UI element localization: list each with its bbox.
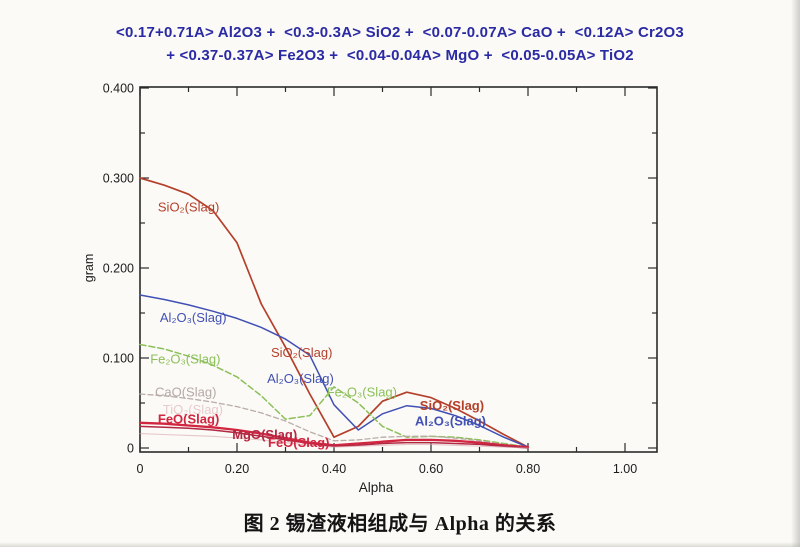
curve-cao-slag: [139, 393, 529, 448]
curve-label: Fe₂O₃(Slag): [150, 351, 220, 366]
axis-tick-labels: 0 0.20 0.40 0.60 0.80 1.00 0 0.100 0.200 0.300 0.4…: [103, 82, 637, 477]
axis-ticks: [139, 87, 657, 452]
curve-label: MgO(Slag): [232, 427, 297, 442]
x-axis-label: Alpha: [359, 480, 394, 495]
curve-label: SiO₂(Slag): [158, 199, 219, 214]
x-tick-label: 0.20: [225, 462, 249, 476]
curve-label: TiO₂(Slag): [163, 402, 223, 417]
curve-label: FeO(Slag): [158, 412, 219, 427]
chart-title-line-1: <0.17+0.71A> Al2O3 + <0.3-0.3A> SiO2 + <…: [116, 24, 684, 41]
curve-label: Al₂O₃(Slag): [415, 414, 486, 429]
x-tick-label: 0.40: [322, 462, 346, 476]
curve-label: Al₂O₃(Slag): [267, 371, 334, 386]
scan-edge-bottom: [0, 542, 800, 547]
curve-sio2-slag: [139, 177, 529, 448]
chart-title-line-2: + <0.37-0.37A> Fe2O3 + <0.04-0.04A> MgO …: [166, 47, 634, 64]
plot-frame-rect: [139, 86, 658, 453]
y-tick-label: 0.300: [103, 172, 134, 186]
curve-label: Fe₂O₃(Slag): [327, 385, 397, 400]
curve-label: CaO(Slag): [155, 385, 216, 400]
curve-label: Al₂O₃(Slag): [160, 310, 227, 325]
figure-caption: 图 2 锡渣液相组成与 Alpha 的关系: [243, 513, 557, 535]
plot-frame: [139, 86, 658, 453]
y-tick-label: 0.200: [103, 262, 134, 276]
curve-label: SiO₂(Slag): [420, 398, 484, 413]
curve-mgo-slag: [139, 425, 529, 449]
y-tick-label: 0.100: [103, 352, 134, 366]
scan-edge-right: [791, 0, 800, 547]
curve-al2o3-slag: [139, 294, 529, 448]
x-tick-label: 1.00: [613, 462, 637, 476]
curve-label: FeO(Slag): [268, 435, 329, 450]
chart-title: <0.17+0.71A> Al2O3 + <0.3-0.3A> SiO2 + <…: [0, 21, 800, 67]
x-tick-label: 0.60: [419, 462, 443, 476]
curve-labels: SiO₂(Slag)Al₂O₃(Slag)Fe₂O₃(Slag)CaO(Slag…: [150, 199, 486, 450]
curve-fe2o3-slag: [139, 343, 529, 448]
curve-tio2-slag: [139, 433, 529, 449]
y-tick-label: 0.400: [103, 82, 134, 96]
curve-label: SiO₂(Slag): [271, 345, 332, 360]
chart-curves: [138, 177, 530, 449]
x-tick-label: 0.80: [516, 462, 540, 476]
y-tick-label: 0: [127, 442, 134, 456]
x-tick-label: 0: [137, 462, 144, 476]
y-axis-label: gram: [82, 254, 96, 282]
curve-feo-slag: [138, 421, 530, 449]
